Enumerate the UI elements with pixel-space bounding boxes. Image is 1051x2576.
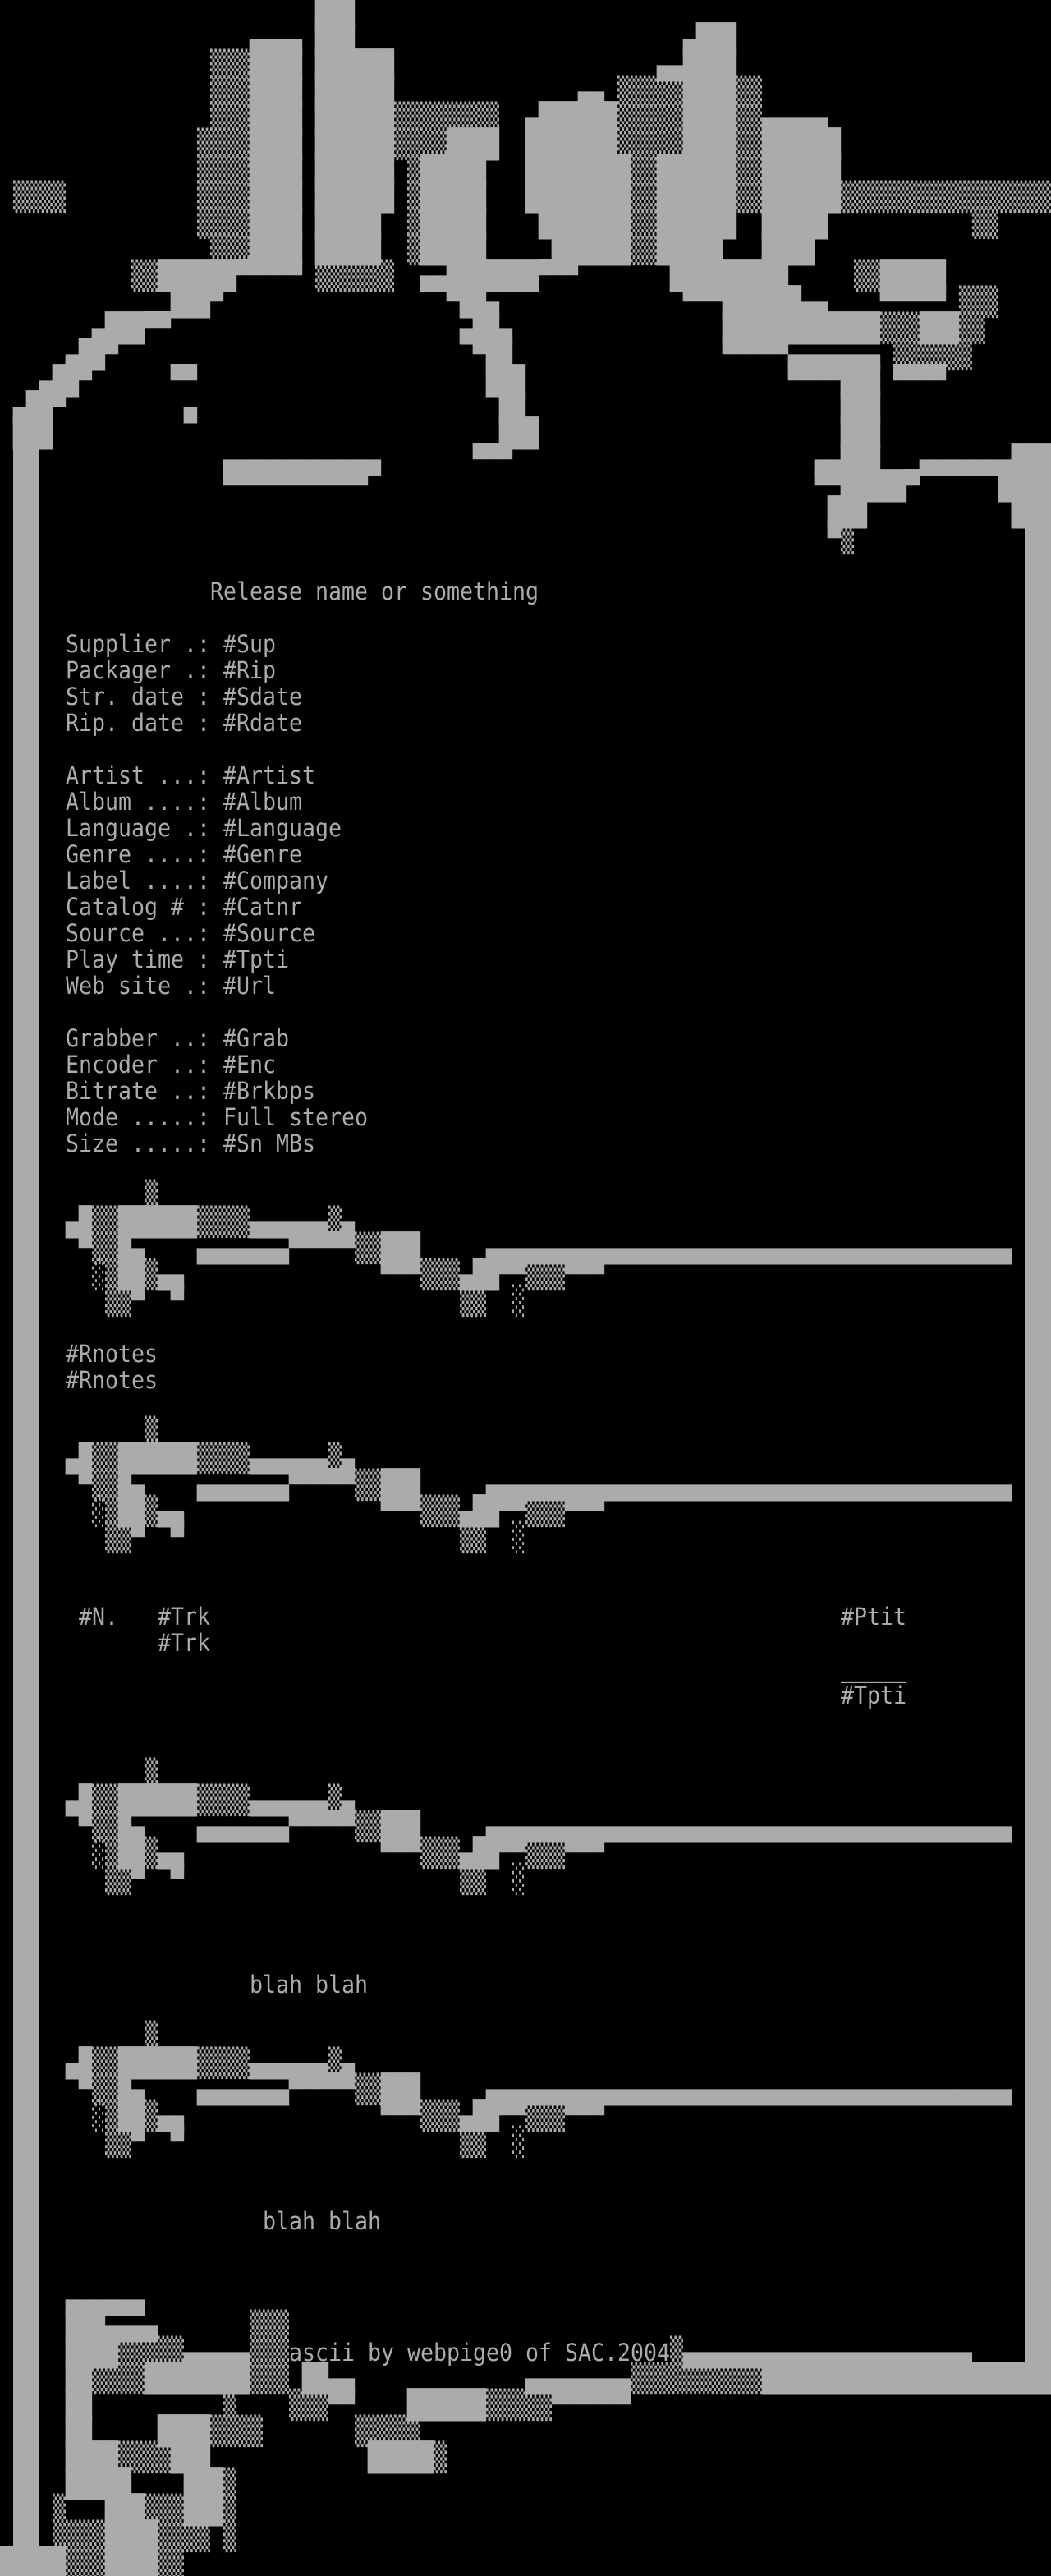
note-blah-1: blah blah [250,1971,369,1999]
bottom-art: ▄▄▄▄▄▄ ███▄▄▄▄ ▒▒▒ ████▒▒▒▒▒▄▄▄▄▄▒▒▒ ▒▄▄… [0,2284,1051,2576]
left-border-bar [13,447,39,2576]
release-info-block: Supplier .: #Sup Packager .: #Rip Str. d… [66,630,303,737]
album-info-block: Artist ...: #Artist Album ....: #Album L… [66,761,342,1000]
encoding-info-block: Grabber ..: #Grab Encoder ..: #Enc Bitra… [66,1024,369,1157]
divider-art-4: ▒ ▄█▒▒██████▒▒▒▒▄▄▄▄▄▄▒▄ ▀▒▒█▄ ▄▄▄▄▄▄▄▀▀… [65,2021,1012,2159]
note-blah-2: blah blah [263,2207,382,2235]
logo-art: ███ ▄▄▄▄ ███ ▄███ ▒▒▒████ ██████ ▄▄████ … [12,0,1051,555]
right-border-bar [1025,473,1051,2392]
divider-art-1: ▒ ▄█▒▒██████▒▒▒▒▄▄▄▄▄▄▒▄ ▀▒▒█▄ ▄▄▄▄▄▄▄▀▀… [65,1180,1012,1318]
release-notes: #Rnotes #Rnotes [66,1340,158,1394]
divider-art-3: ▒ ▄█▒▒██████▒▒▒▒▄▄▄▄▄▄▒▄ ▀▒▒█▄ ▄▄▄▄▄▄▄▀▀… [65,1758,1012,1896]
credit-line: ascii by webpige0 of SAC.2004 [289,2339,670,2367]
divider-art-2: ▒ ▄█▒▒██████▒▒▒▒▄▄▄▄▄▄▒▄ ▀▒▒█▄ ▄▄▄▄▄▄▄▀▀… [65,1416,1012,1554]
tracklist-header: #N. #Trk #Ptit #Trk _____ #Tp [79,1603,906,1709]
page-title: Release name or something [210,577,539,605]
